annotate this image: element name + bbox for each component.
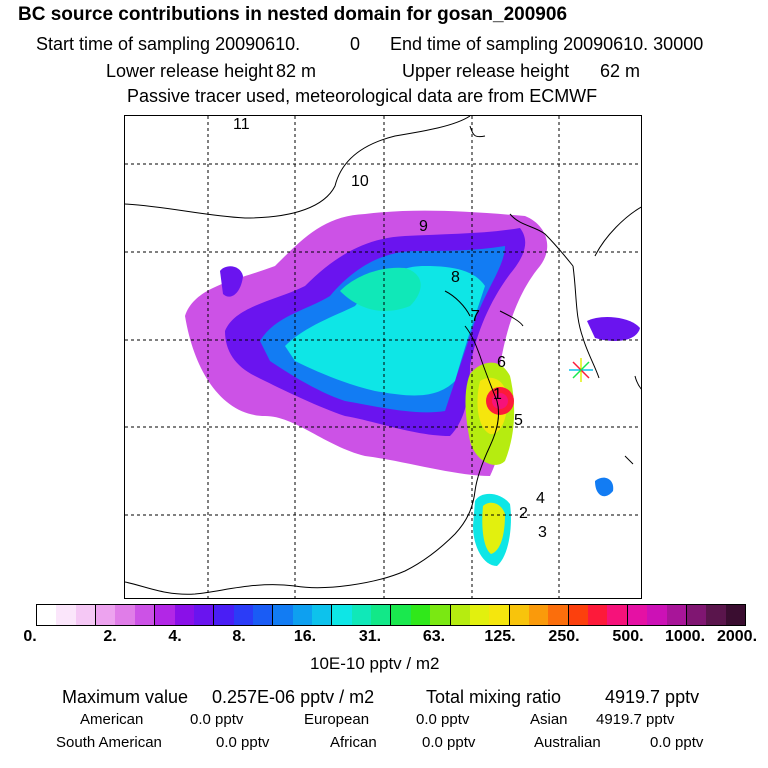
tracer-note: Passive tracer used, meteorological data…: [127, 86, 598, 106]
region-label-5: 5: [514, 412, 523, 429]
colorbar-tick: 2.: [103, 628, 117, 645]
total-mixing-value: 4919.7 pptv: [605, 687, 700, 707]
colorbar-tick: 125.: [484, 628, 516, 645]
end-time-label: End time of sampling 20090610. 30000: [390, 34, 704, 54]
colorbar-swatch: [588, 605, 608, 625]
region-label-10: 10: [351, 173, 369, 190]
figure-title: BC source contributions in nested domain…: [18, 4, 568, 25]
european-label: European: [304, 711, 370, 728]
colorbar-swatch: [174, 605, 194, 625]
colorbar-swatch: [627, 605, 648, 625]
region-label-11: 11: [233, 116, 250, 133]
map-panel: 11 10 9 8 7 6 1 5 4 2 3: [124, 115, 642, 599]
start-time-value: 0: [350, 34, 361, 54]
colorbar-swatch: [134, 605, 156, 625]
region-label-9: 9: [419, 218, 428, 235]
colorbar-swatch: [469, 605, 490, 625]
colorbar-swatch: [489, 605, 510, 625]
colorbar-swatch: [509, 605, 529, 625]
upper-release-label: Upper release height: [402, 61, 570, 81]
colorbar-swatch: [607, 605, 628, 625]
colorbar-tick: 0.: [23, 628, 37, 645]
colorbar-swatch: [115, 605, 135, 625]
colorbar-tick: 8.: [232, 628, 246, 645]
colorbar-swatch: [214, 605, 234, 625]
colorbar-tick: 31.: [358, 628, 382, 645]
colorbar-swatch: [410, 605, 431, 625]
south-american-value: 0.0 pptv: [216, 734, 270, 751]
american-label: American: [80, 711, 144, 728]
african-value: 0.0 pptv: [422, 734, 476, 751]
colorbar-swatch: [351, 605, 372, 625]
asterisk-marker: [569, 358, 593, 382]
colorbar-swatch: [686, 605, 707, 625]
max-value-label: Maximum value: [62, 687, 189, 707]
colorbar-swatch: [332, 605, 352, 625]
colorbar-swatch: [273, 605, 293, 625]
colorbar-swatch: [56, 605, 76, 625]
european-value: 0.0 pptv: [416, 711, 470, 728]
african-label: African: [330, 734, 377, 751]
lower-release-label: Lower release height: [106, 61, 274, 81]
total-mixing-label: Total mixing ratio: [426, 687, 562, 707]
colorbar-swatch: [75, 605, 97, 625]
colorbar-swatch: [312, 605, 333, 625]
coastlines: [125, 116, 641, 595]
colorbar-swatch: [391, 605, 411, 625]
asian-value: 4919.7 pptv: [596, 711, 675, 728]
australian-value: 0.0 pptv: [650, 734, 704, 751]
colorbar-swatch: [528, 605, 549, 625]
colorbar-unit: 10E-10 pptv / m2: [310, 654, 440, 673]
region-label-7: 7: [471, 308, 480, 325]
map-canvas: [125, 116, 641, 598]
colorbar-swatch: [706, 605, 726, 625]
colorbar-swatch: [37, 605, 57, 625]
colorbar-swatch: [193, 605, 215, 625]
colorbar-tick: 4.: [168, 628, 182, 645]
colorbar-swatch: [430, 605, 451, 625]
colorbar: [36, 604, 746, 626]
lower-release-value: 82 m: [276, 61, 317, 81]
colorbar-tick: 250.: [548, 628, 580, 645]
region-label-4: 4: [536, 490, 545, 507]
colorbar-swatch: [725, 605, 745, 625]
australian-label: Australian: [534, 734, 601, 751]
colorbar-swatch: [96, 605, 116, 625]
colorbar-swatch: [292, 605, 313, 625]
region-label-3: 3: [538, 524, 547, 541]
region-label-6: 6: [497, 354, 506, 371]
colorbar-swatch: [666, 605, 687, 625]
region-label-2: 2: [519, 505, 528, 522]
colorbar-tick: 63.: [422, 628, 446, 645]
colorbar-swatch: [233, 605, 253, 625]
lat-lon-grid: [125, 116, 641, 598]
colorbar-tick: 16.: [293, 628, 317, 645]
colorbar-swatch: [548, 605, 569, 625]
colorbar-swatch: [568, 605, 589, 625]
south-american-label: South American: [56, 734, 162, 751]
colorbar-tick: 1000.: [664, 628, 706, 645]
asian-label: Asian: [530, 711, 568, 728]
concentration-plume: [185, 210, 640, 566]
start-time-label: Start time of sampling 20090610.: [36, 34, 301, 54]
upper-release-value: 62 m: [600, 61, 641, 81]
colorbar-tick: 2000.: [716, 628, 758, 645]
colorbar-swatch: [647, 605, 667, 625]
colorbar-swatch: [155, 605, 175, 625]
colorbar-swatch: [450, 605, 470, 625]
colorbar-swatch: [252, 605, 274, 625]
colorbar-tick: 500.: [612, 628, 644, 645]
region-label-1: 1: [493, 386, 502, 403]
max-value: 0.257E-06 pptv / m2: [212, 687, 375, 707]
region-label-8: 8: [451, 269, 460, 286]
colorbar-swatch: [371, 605, 392, 625]
american-value: 0.0 pptv: [190, 711, 244, 728]
